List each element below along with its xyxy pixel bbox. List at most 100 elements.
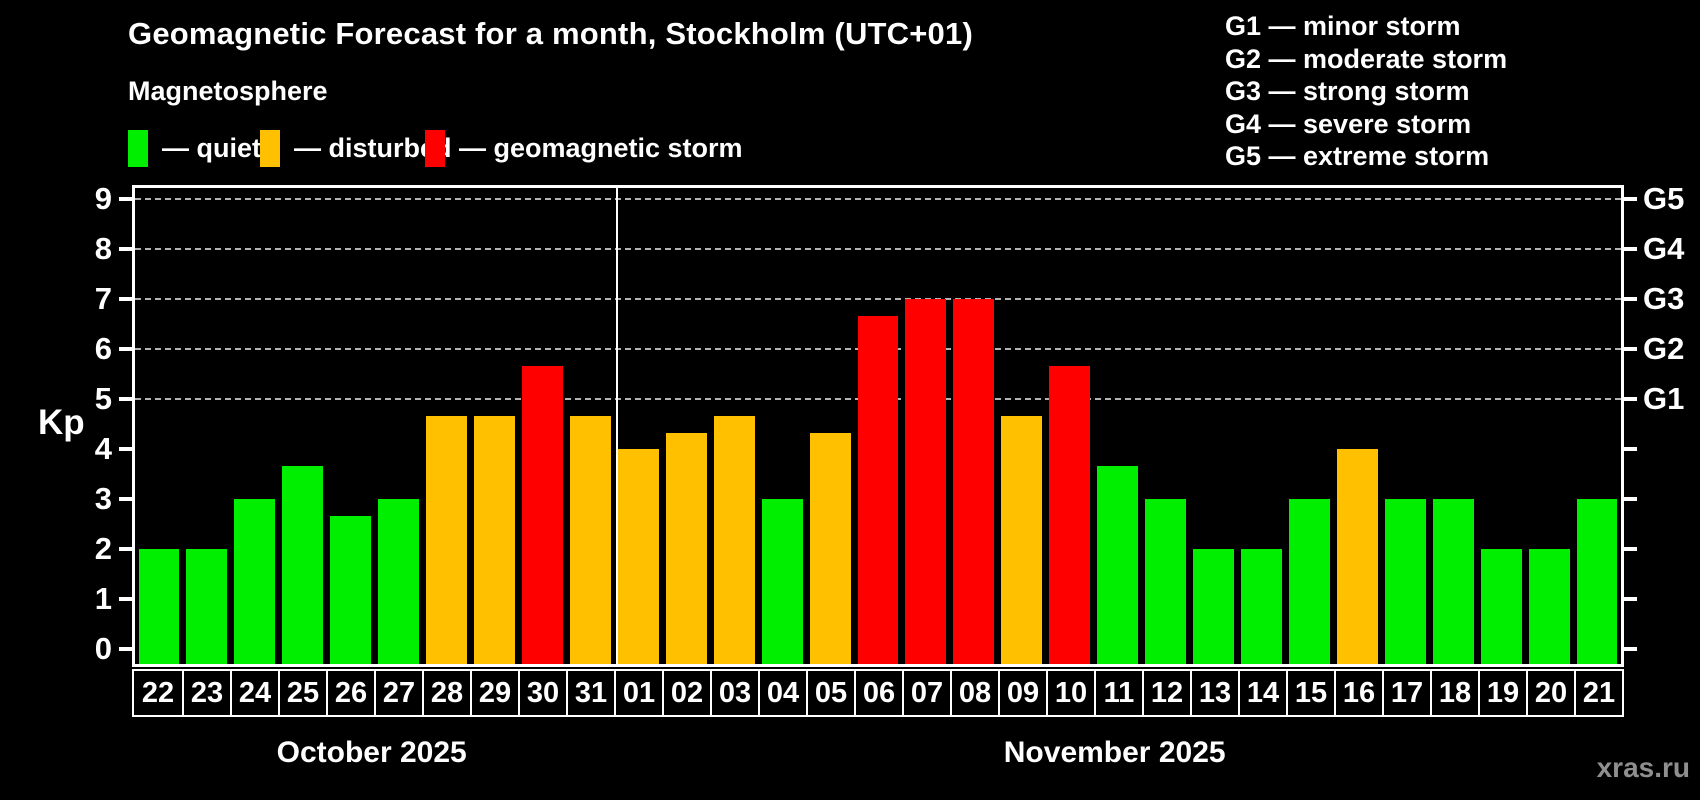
g-tick-label-G5: G5 [1643, 181, 1685, 216]
legend-label-quiet: — quiet [162, 133, 261, 163]
date-cell-21: 21 [1574, 671, 1622, 715]
date-cell-16: 16 [1334, 671, 1382, 715]
y-tick-label-0: 0 [94, 631, 112, 666]
legend-item-disturbed: — disturbed [260, 130, 452, 167]
kp-bar-20 [1528, 549, 1570, 664]
month-separator-line [616, 188, 619, 664]
kp-bar-18 [1432, 499, 1474, 664]
date-cell-17: 17 [1382, 671, 1430, 715]
kp-bar-14 [1241, 549, 1282, 664]
watermark: xras.ru [1596, 752, 1690, 783]
date-cell-08: 08 [950, 671, 998, 715]
date-cell-06: 06 [854, 671, 902, 715]
y-tick-label-2: 2 [94, 531, 112, 566]
date-cell-04: 04 [758, 671, 806, 715]
g-tick-label-G1: G1 [1643, 381, 1685, 416]
date-cell-12: 12 [1142, 671, 1190, 715]
left-tick-kp2 [119, 547, 132, 551]
legend-label-storm: — geomagnetic storm [459, 133, 743, 163]
kp-bar-06 [857, 315, 899, 664]
kp-bar-11 [1097, 465, 1139, 664]
date-cell-31: 31 [566, 671, 614, 715]
date-cell-03: 03 [710, 671, 758, 715]
kp-bar-15 [1288, 499, 1330, 664]
date-cell-28: 28 [422, 671, 470, 715]
quiet-swatch-icon [128, 130, 148, 167]
date-cell-09: 09 [998, 671, 1046, 715]
date-cell-07: 07 [902, 671, 950, 715]
kp-bar-04 [761, 499, 803, 664]
legend-item-storm: — geomagnetic storm [425, 130, 743, 167]
y-tick-label-8: 8 [94, 231, 112, 266]
kp-bar-25 [282, 465, 324, 664]
disturbed-swatch-icon [260, 130, 280, 167]
right-tick-kp0 [1624, 647, 1637, 651]
left-tick-kp4 [119, 447, 132, 451]
kp-bar-27 [378, 499, 420, 664]
magnetosphere-label: Magnetosphere [128, 76, 328, 106]
y-tick-label-7: 7 [94, 281, 112, 316]
date-cell-25: 25 [278, 671, 326, 715]
left-tick-kp0 [119, 647, 132, 651]
left-tick-kp5 [119, 397, 132, 401]
g-tick-label-G3: G3 [1643, 281, 1685, 316]
kp-bar-17 [1384, 499, 1426, 664]
kp-bar-03 [713, 415, 755, 664]
date-cell-11: 11 [1094, 671, 1142, 715]
g-tick-label-G4: G4 [1643, 231, 1685, 266]
date-cell-30: 30 [518, 671, 566, 715]
g-legend-line: G4 — severe storm [1225, 108, 1472, 139]
kp-bar-05 [809, 432, 851, 664]
g-legend-line: G1 — minor storm [1225, 11, 1461, 41]
kp-bar-09 [1001, 415, 1043, 664]
right-tick-kp6 [1624, 347, 1637, 351]
kp-bar-22 [138, 549, 180, 664]
date-cell-29: 29 [470, 671, 518, 715]
date-cell-22: 22 [141, 676, 175, 709]
g-tick-label-G2: G2 [1643, 331, 1685, 366]
page-title: Geomagnetic Forecast for a month, Stockh… [128, 16, 973, 51]
right-tick-kp2 [1624, 547, 1637, 551]
kp-bar-10 [1049, 365, 1091, 664]
left-tick-kp8 [119, 247, 132, 251]
date-cell-19: 19 [1478, 671, 1526, 715]
storm-swatch-icon [425, 130, 445, 167]
date-cell-18: 18 [1430, 671, 1478, 715]
left-tick-kp1 [119, 597, 132, 601]
g-legend-line: G2 — moderate storm [1225, 43, 1508, 74]
y-axis-title: Kp [38, 403, 85, 442]
kp-bar-07 [905, 299, 947, 664]
y-tick-label-9: 9 [94, 181, 112, 216]
left-tick-kp3 [119, 497, 132, 501]
date-cell-27: 27 [374, 671, 422, 715]
kp-bar-30 [521, 365, 563, 664]
kp-bar-26 [330, 515, 372, 664]
gridline-kp8 [135, 248, 1621, 250]
g-legend-line: G5 — extreme storm [1225, 141, 1490, 172]
kp-bar-16 [1336, 449, 1378, 664]
month-label-october: October 2025 [276, 736, 467, 769]
date-cell-20: 20 [1526, 671, 1574, 715]
date-cell-26: 26 [326, 671, 374, 715]
kp-bar-12 [1145, 499, 1187, 664]
date-cell-13: 13 [1190, 671, 1238, 715]
left-tick-kp6 [119, 347, 132, 351]
left-tick-kp7 [119, 297, 132, 301]
right-tick-kp8 [1624, 247, 1637, 251]
kp-bar-28 [426, 415, 468, 664]
kp-bar-13 [1193, 549, 1234, 664]
right-tick-kp9 [1624, 197, 1637, 201]
right-tick-kp1 [1624, 597, 1637, 601]
right-tick-kp4 [1624, 447, 1637, 451]
y-tick-label-1: 1 [94, 581, 112, 616]
kp-bar-24 [234, 499, 276, 664]
bars-layer [135, 188, 1621, 664]
plot-area [132, 185, 1624, 667]
g-scale-legend: G1 — minor storm G2 — moderate storm G3 — … [1225, 10, 1507, 173]
kp-bar-29 [474, 415, 515, 664]
date-cell-14: 14 [1238, 671, 1286, 715]
month-label-november: November 2025 [1003, 736, 1226, 769]
date-cell-10: 10 [1046, 671, 1094, 715]
left-tick-kp9 [119, 197, 132, 201]
